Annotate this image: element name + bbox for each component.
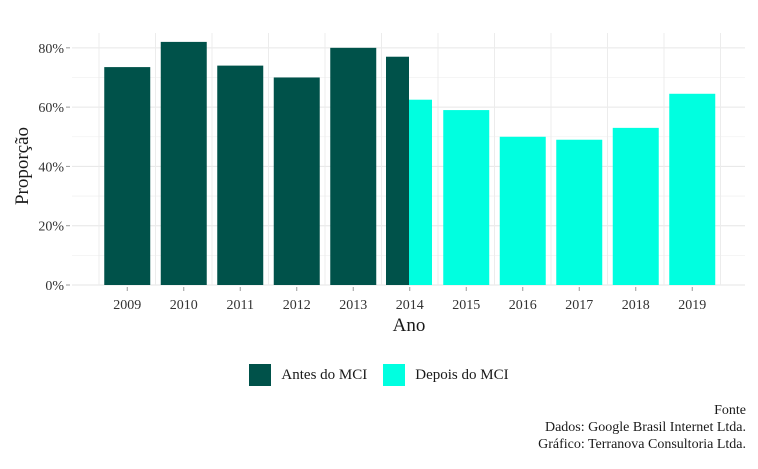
bars	[104, 41, 716, 286]
x-tick-label: 2018	[622, 298, 650, 313]
bar-chart: 0%20%40%60%80% 2009 2010 2011 2012 2013 2014 2…	[12, 33, 745, 336]
legend-swatch-antes	[249, 364, 272, 386]
bar-2013-antes	[330, 47, 377, 285]
x-axis-title: Ano	[393, 315, 426, 336]
legend-swatch-depois	[383, 364, 406, 386]
x-tick-label: 2009	[113, 298, 141, 313]
legend-label-depois: Depois do MCI	[415, 366, 509, 383]
bar-2011-antes	[217, 65, 264, 286]
x-tick-label: 2013	[339, 298, 367, 313]
caption-data-source: Dados: Google Brasil Internet Ltda.	[544, 420, 746, 435]
x-tick-label: 2017	[565, 298, 593, 313]
bar-2015-depois	[443, 110, 490, 285]
x-tick-label: 2011	[227, 298, 254, 313]
caption: Fonte Dados: Google Brasil Internet Ltda…	[538, 402, 746, 453]
x-tick-label: 2015	[452, 298, 480, 313]
y-tick-label: 0%	[45, 279, 64, 294]
y-tick-label: 20%	[38, 220, 64, 235]
legend-label-antes: Antes do MCI	[281, 366, 368, 383]
bar-2014-antes	[386, 56, 409, 285]
x-tick-label: 2012	[283, 298, 311, 313]
x-tick-label: 2016	[509, 298, 537, 313]
bar-2016-depois	[499, 136, 546, 285]
caption-source-title: Fonte	[714, 403, 746, 418]
y-tick-label: 80%	[38, 42, 64, 57]
bar-2018-depois	[612, 127, 659, 285]
y-axis-ticks: 0% 20% 40% 60% 80%	[38, 42, 70, 294]
bar-2017-depois	[556, 139, 603, 285]
x-axis-ticks: 2009 2010 2011 2012 2013 2014 2015 2016 2017 2018…	[113, 287, 706, 313]
bar-2014-depois	[409, 99, 432, 286]
bar-2010-antes	[160, 41, 207, 285]
x-tick-label: 2019	[678, 298, 706, 313]
legend-item-depois: Depois do MCI	[383, 364, 509, 386]
bar-2019-depois	[669, 93, 716, 285]
y-tick-label: 60%	[38, 101, 64, 116]
legend-item-antes: Antes do MCI	[249, 364, 367, 386]
y-axis-title: Proporção	[12, 127, 33, 205]
legend: Antes do MCI Depois do MCI	[0, 364, 758, 386]
x-tick-label: 2010	[170, 298, 198, 313]
caption-chart-author: Gráfico: Terranova Consultoria Ltda.	[538, 437, 746, 452]
y-tick-label: 40%	[38, 160, 64, 175]
x-tick-label: 2014	[396, 298, 424, 313]
bar-2009-antes	[104, 67, 151, 285]
bar-2012-antes	[273, 77, 320, 286]
